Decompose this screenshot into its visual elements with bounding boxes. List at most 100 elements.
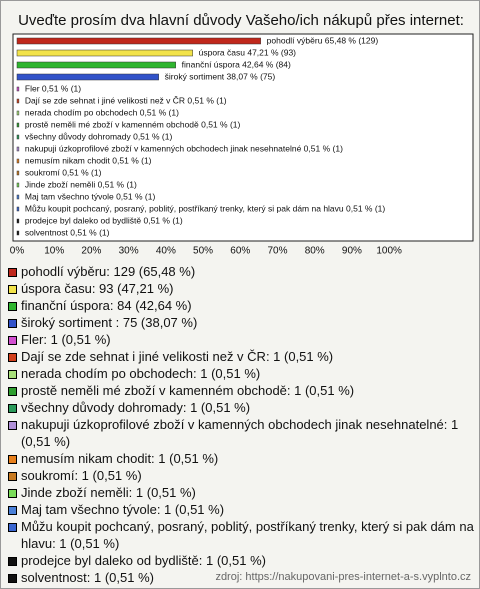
data-label: solventnost 0,51 % (1) [25,227,110,237]
legend-swatch [8,506,17,515]
x-tick-label: 30% [119,246,139,257]
data-label: nerada chodím po obchodech 0,51 % (1) [25,107,179,117]
data-label: nakupuji úzkoprofilové zboží v kamenných… [25,143,343,153]
x-tick-label: 100% [376,246,402,257]
legend-item: pohodlí výběru: 129 (65,48 %) [8,263,474,280]
x-tick-label: 60% [230,246,250,257]
x-tick-label: 10% [44,246,64,257]
legend-item: Jinde zboží neměli: 1 (0,51 %) [8,484,474,501]
bar [16,170,20,176]
bar [16,194,20,200]
legend-label: Můžu koupit pochcaný, posraný, poblitý, … [21,519,474,551]
legend-label: všechny důvody dohromady: 1 (0,51 %) [21,400,251,415]
legend-label: Maj tam všechno tývole: 1 (0,51 %) [21,502,225,517]
data-label: Fler 0,51 % (1) [25,83,81,93]
legend-item: široký sortiment : 75 (38,07 %) [8,314,474,331]
bar [16,158,20,164]
legend-swatch [8,489,17,498]
x-tick-label: 90% [342,246,362,257]
bar [16,134,20,140]
bar [16,86,20,92]
data-label: prodejce byl daleko od bydliště 0,51 % (… [25,215,183,225]
legend-label: soukromí: 1 (0,51 %) [21,468,142,483]
bar [16,98,20,104]
legend-swatch [8,268,17,277]
chart-title: Uveďte prosím dva hlavní důvody Vašeho/i… [18,12,464,29]
source: zdroj: https://nakupovani-pres-internet-… [215,571,471,583]
bar [16,61,176,69]
plot-box [12,33,474,242]
legend-item: všechny důvody dohromady: 1 (0,51 %) [8,399,474,416]
legend-swatch [8,557,17,566]
legend-label: prostě neměli mé zboží v kamenném obchod… [21,383,355,398]
bar [16,206,20,212]
legend-item: soukromí: 1 (0,51 %) [8,467,474,484]
legend-item: nemusím nikam chodit: 1 (0,51 %) [8,450,474,467]
bar [16,73,159,81]
data-label: soukromí 0,51 % (1) [25,167,102,177]
legend-label: nakupuji úzkoprofilové zboží v kamenných… [21,417,459,449]
legend-item: prodejce byl daleko od bydliště: 1 (0,51… [8,552,474,569]
x-tick-label: 70% [267,246,287,257]
x-tick-label: 20% [81,246,101,257]
legend-swatch [8,472,17,481]
legend-label: nemusím nikam chodit: 1 (0,51 %) [21,451,219,466]
legend-swatch [8,421,17,430]
legend-label: Fler: 1 (0,51 %) [21,332,111,347]
legend: pohodlí výběru: 129 (65,48 %) úspora času… [8,263,474,586]
data-label: nemusím nikam chodit 0,51 % (1) [25,155,152,165]
data-label: široký sortiment 38,07 % (75) [165,71,276,81]
legend-label: Dají se zde sehnat i jiné velikosti než … [21,349,334,364]
legend-item: finanční úspora: 84 (42,64 %) [8,297,474,314]
legend-label: solventnost: 1 (0,51 %) [21,570,154,585]
legend-swatch [8,387,17,396]
legend-swatch [8,370,17,379]
legend-swatch [8,523,17,532]
legend-label: úspora času: 93 (47,21 %) [21,281,174,296]
legend-item: prostě neměli mé zboží v kamenném obchod… [8,382,474,399]
legend-item: Dají se zde sehnat i jiné velikosti než … [8,348,474,365]
bar [16,218,20,224]
chart: Uveďte prosím dva hlavní důvody Vašeho/i… [10,12,474,257]
legend-label: pohodlí výběru: 129 (65,48 %) [21,264,196,279]
data-label: pohodlí výběru 65,48 % (129) [267,35,379,45]
legend-label: Jinde zboží neměli: 1 (0,51 %) [21,485,196,500]
bar [16,37,261,45]
data-label: úspora času 47,21 % (93) [199,47,297,57]
legend-swatch [8,319,17,328]
bar [16,182,20,188]
x-tick-label: 50% [193,246,213,257]
legend-swatch [8,336,17,345]
legend-item: Můžu koupit pochcaný, posraný, poblitý, … [8,518,474,552]
bar [16,230,20,236]
bar [16,110,20,116]
data-label: všechny důvody dohromady 0,51 % (1) [25,131,173,141]
legend-label: prodejce byl daleko od bydliště: 1 (0,51… [21,553,266,568]
legend-swatch [8,302,17,311]
legend-swatch [8,404,17,413]
legend-item: nerada chodím po obchodech: 1 (0,51 %) [8,365,474,382]
legend-item: Maj tam všechno tývole: 1 (0,51 %) [8,501,474,518]
x-tick-label: 0% [10,246,25,257]
data-label: Dají se zde sehnat i jiné velikosti než … [25,95,227,105]
legend-label: nerada chodím po obchodech: 1 (0,51 %) [21,366,261,381]
bar [16,146,20,152]
legend-label: široký sortiment : 75 (38,07 %) [21,315,198,330]
x-tick-label: 80% [305,246,325,257]
legend-swatch [8,574,17,583]
legend-swatch [8,455,17,464]
legend-item: úspora času: 93 (47,21 %) [8,280,474,297]
data-label: Jinde zboží neměli 0,51 % (1) [25,179,137,189]
data-label: Můžu koupit pochcaný, posraný, poblitý, … [25,203,385,213]
bar [16,122,20,128]
legend-swatch [8,285,17,294]
bar [16,49,193,57]
legend-item: solventnost: 1 (0,51 %) [8,569,474,586]
legend-swatch [8,353,17,362]
data-label: prostě neměli mé zboží v kamenném obchod… [25,119,241,129]
legend-item: nakupuji úzkoprofilové zboží v kamenných… [8,416,474,450]
data-label: finanční úspora 42,64 % (84) [182,59,291,69]
legend-item: Fler: 1 (0,51 %) [8,331,474,348]
data-label: Maj tam všechno tývole 0,51 % (1) [25,191,156,201]
